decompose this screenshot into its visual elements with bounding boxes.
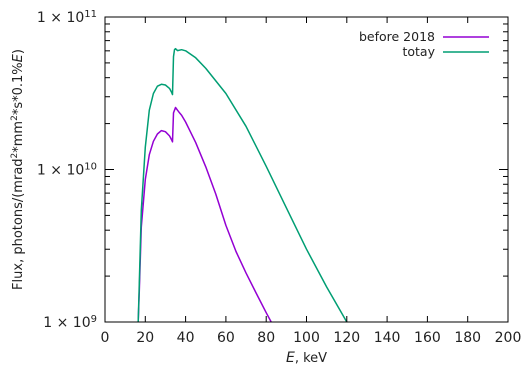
axis-ticks — [104, 16, 509, 323]
x-axis-label: E, keV — [286, 350, 327, 366]
x-tick-label: 160 — [414, 330, 441, 346]
y-tick-mantissa: 1 × 10 — [37, 163, 84, 179]
x-tick-label: 20 — [136, 330, 154, 346]
x-tick-label: 80 — [257, 330, 275, 346]
x-tick-label: 140 — [374, 330, 401, 346]
plot-lines — [137, 47, 348, 323]
legend-label: totay — [402, 44, 435, 59]
y-tick-exponent: 10 — [84, 161, 97, 172]
x-tick-label: 120 — [333, 330, 360, 346]
legend-label: before 2018 — [359, 29, 435, 44]
x-axis-label-var: E — [286, 350, 295, 366]
y-tick-mantissa: 1 × 10 — [43, 315, 90, 331]
x-axis-label-unit: , keV — [295, 351, 327, 366]
y-tick-label: 1 × 1010 — [37, 161, 97, 179]
y-tick-exponent: 11 — [84, 9, 97, 20]
series-line-before-2018 — [137, 106, 272, 323]
x-tick-label: 60 — [217, 330, 235, 346]
x-tick-label: 180 — [454, 330, 481, 346]
y-tick-label: 1 × 1011 — [37, 9, 97, 27]
y-tick-label: 1 × 109 — [43, 314, 97, 332]
x-tick-label: 100 — [293, 330, 320, 346]
plot-frame — [104, 16, 509, 323]
y-tick-exponent: 9 — [91, 314, 97, 325]
y-axis-label: Flux, photons/(mrad2*mm2*s*0.1%E) — [10, 49, 26, 290]
y-tick-mantissa: 1 × 10 — [37, 10, 84, 26]
x-tick-label: 0 — [101, 330, 110, 346]
series-line-totay — [137, 47, 348, 323]
x-tick-label: 40 — [177, 330, 195, 346]
x-tick-label: 200 — [495, 330, 522, 346]
